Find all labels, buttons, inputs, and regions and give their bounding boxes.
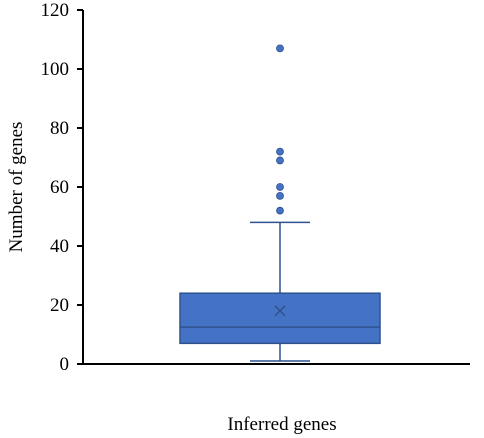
iqr-box <box>179 292 381 345</box>
y-axis-ticks <box>77 9 83 365</box>
y-tick-label: 0 <box>60 354 70 375</box>
y-tick-label: 60 <box>50 177 69 198</box>
plot-area <box>179 44 381 362</box>
y-tick-label: 120 <box>41 0 70 21</box>
x-axis-title: Inferred genes <box>227 414 336 435</box>
y-axis-title: Number of genes <box>6 122 27 253</box>
mean-marker-stroke <box>274 305 286 317</box>
mean-marker <box>274 305 286 317</box>
y-tick-label: 20 <box>50 295 69 316</box>
outlier-point <box>276 44 284 53</box>
outlier-point <box>276 156 284 165</box>
y-tick-label: 40 <box>50 236 69 257</box>
outlier-point <box>276 206 284 215</box>
y-tick-label: 100 <box>41 59 70 80</box>
y-tick-label: 80 <box>50 118 69 139</box>
outlier-point <box>276 183 284 191</box>
outlier-point <box>276 147 284 156</box>
y-axis-tick-labels: 0 20 40 60 80 100 120 <box>41 0 70 375</box>
outlier-point <box>276 191 284 200</box>
